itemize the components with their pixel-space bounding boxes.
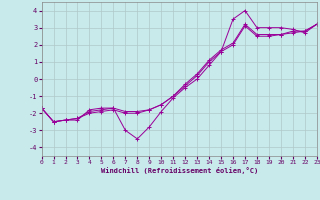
X-axis label: Windchill (Refroidissement éolien,°C): Windchill (Refroidissement éolien,°C) bbox=[100, 167, 258, 174]
